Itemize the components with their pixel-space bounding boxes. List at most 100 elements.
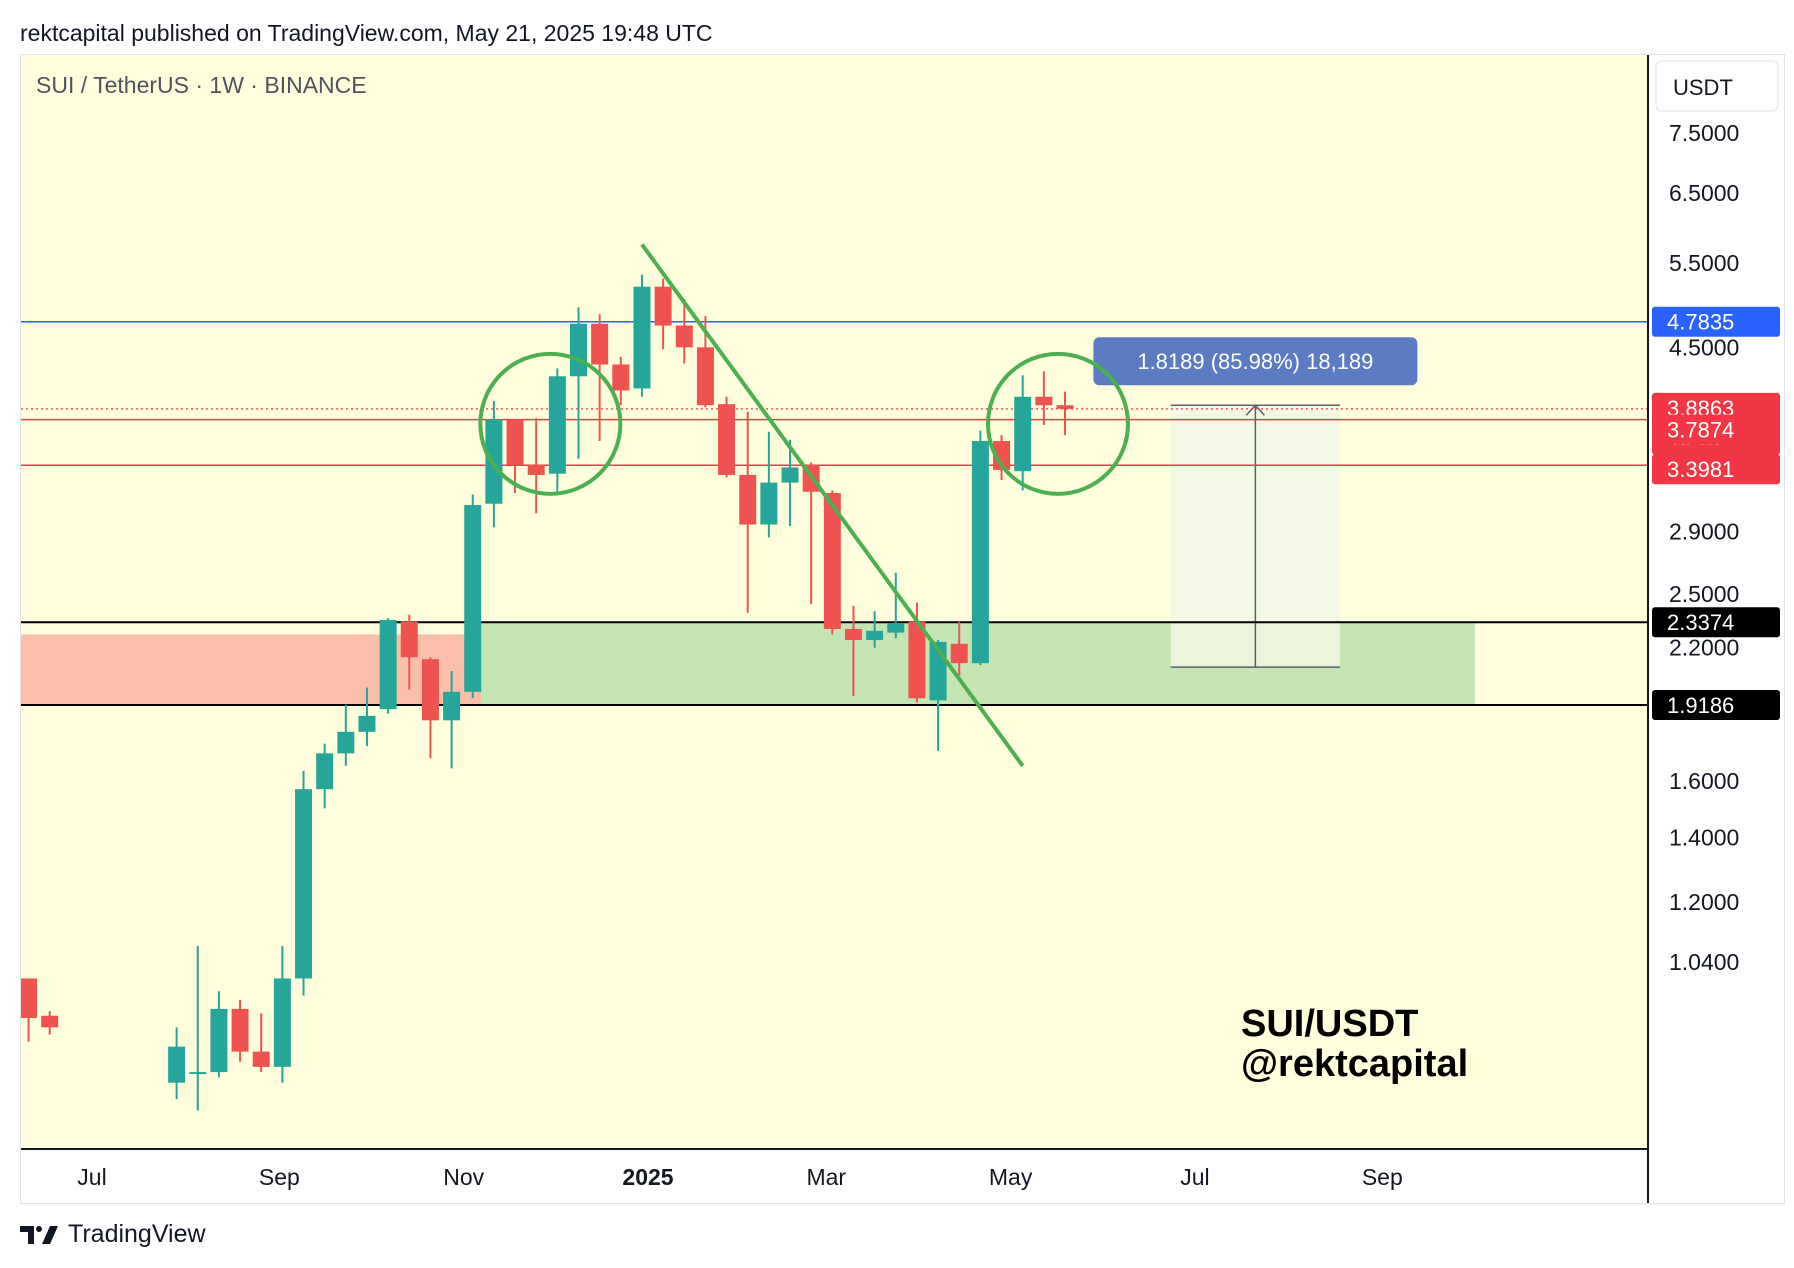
candle-body xyxy=(21,978,38,1019)
chart-frame[interactable]: 1.8189 (85.98%) 18,189 7.5000 6.5000 5.500… xyxy=(20,54,1785,1204)
price-tick: 1.0400 xyxy=(1669,949,1739,975)
candle xyxy=(210,991,228,1078)
candle-body xyxy=(421,659,439,721)
price-tick: 7.5000 xyxy=(1669,120,1739,146)
candle-body xyxy=(231,1008,249,1052)
chart-canvas[interactable]: 1.8189 (85.98%) 18,189 7.5000 6.5000 5.500… xyxy=(21,55,1784,1203)
time-axis-background xyxy=(21,1149,1648,1203)
candle xyxy=(950,621,968,676)
candle-body xyxy=(316,753,334,790)
candle-body xyxy=(210,1008,228,1073)
candle-body xyxy=(739,474,757,525)
candle xyxy=(781,439,799,526)
candle-body xyxy=(400,621,418,658)
highlight-circle-2 xyxy=(986,351,1130,496)
candle-body xyxy=(1056,405,1074,409)
measure-layer: 1.8189 (85.98%) 18,189 xyxy=(1093,337,1418,668)
time-tick: May xyxy=(989,1164,1033,1190)
candle xyxy=(295,770,313,996)
candle-body xyxy=(570,323,587,377)
time-axis[interactable]: Jul Sep Nov 2025 Mar May Jul Sep xyxy=(77,1164,1402,1190)
candle xyxy=(379,618,397,714)
candle-body xyxy=(1035,396,1053,406)
price-tick: 4.5000 xyxy=(1669,334,1739,360)
candle xyxy=(231,999,249,1062)
price-label-box xyxy=(1652,306,1780,337)
watermark-pair: SUI/USDT xyxy=(1241,1003,1418,1045)
candle-body xyxy=(527,464,545,475)
price-tick: 6.5000 xyxy=(1669,180,1739,206)
candle-body xyxy=(633,286,651,389)
candle-body xyxy=(337,731,355,754)
candle-body xyxy=(252,1051,270,1067)
price-tick: 2.5000 xyxy=(1669,581,1739,607)
candle-body xyxy=(675,325,693,348)
price-label: 1.9186 xyxy=(1667,693,1734,718)
candle xyxy=(612,356,630,406)
candle xyxy=(358,687,376,747)
candle xyxy=(993,435,1011,481)
candle-body xyxy=(464,505,482,692)
time-tick: Jul xyxy=(1180,1164,1209,1190)
candle xyxy=(527,418,545,514)
candle-body xyxy=(612,364,630,391)
candle-body xyxy=(41,1015,59,1028)
candle xyxy=(675,298,693,364)
candle xyxy=(844,605,862,697)
candle xyxy=(760,431,778,538)
time-tick: Mar xyxy=(806,1164,846,1190)
candle-body xyxy=(718,404,736,475)
candle xyxy=(506,419,524,494)
price-label-box xyxy=(1652,414,1780,445)
candle-body xyxy=(887,623,905,633)
candle xyxy=(1056,391,1074,436)
time-tick: Sep xyxy=(259,1164,300,1190)
candle-body xyxy=(696,347,714,406)
candle xyxy=(866,611,884,648)
candle-body xyxy=(781,467,799,483)
candle-body xyxy=(866,630,884,641)
candle xyxy=(739,411,757,613)
candle-body xyxy=(971,440,989,664)
price-tick: 2.2000 xyxy=(1669,635,1739,661)
candle-body xyxy=(548,376,566,474)
tradingview-logo-icon[interactable] xyxy=(20,1224,60,1246)
candle-body xyxy=(844,628,862,641)
candle xyxy=(316,743,334,809)
candle xyxy=(718,396,736,478)
candle xyxy=(273,946,291,1083)
time-tick: 2025 xyxy=(622,1164,673,1190)
measure-arrow-head xyxy=(1245,404,1265,416)
candle-body xyxy=(273,978,291,1067)
candle-body xyxy=(506,419,524,465)
candle-body xyxy=(993,440,1011,470)
descending-trendline xyxy=(640,243,1025,767)
price-label: 3.7874 xyxy=(1667,418,1734,443)
time-tick: Sep xyxy=(1362,1164,1403,1190)
publish-info: rektcapital published on TradingView.com… xyxy=(20,20,713,46)
candle xyxy=(252,1013,270,1073)
candle xyxy=(654,278,672,350)
measure-label: 1.8189 (85.98%) 18,189 xyxy=(1137,349,1373,374)
price-tick: 1.4000 xyxy=(1669,824,1739,850)
highlight-circle-1 xyxy=(478,351,623,496)
candle-body xyxy=(485,419,503,504)
price-label-box xyxy=(1652,607,1780,638)
candle-body xyxy=(823,493,841,629)
price-label: 2.3374 xyxy=(1667,610,1734,635)
price-axis[interactable]: 7.5000 6.5000 5.5000 4.5000 2.9000 2.5000 2.20… xyxy=(1669,120,1739,975)
currency-button[interactable]: USDT xyxy=(1655,60,1779,112)
watermark-author: @rektcapital xyxy=(1241,1043,1468,1085)
candle-body xyxy=(760,482,778,525)
candle-body xyxy=(1014,396,1032,472)
candle xyxy=(421,657,439,759)
candle xyxy=(443,671,461,769)
time-tick: Jul xyxy=(77,1164,106,1190)
candle-body xyxy=(654,286,672,326)
candle xyxy=(1014,375,1032,491)
candle xyxy=(548,368,566,494)
candle-body xyxy=(908,621,926,699)
price-tick: 5.5000 xyxy=(1669,250,1739,276)
tradingview-brand[interactable]: TradingView xyxy=(68,1220,206,1248)
candle xyxy=(21,978,38,1042)
